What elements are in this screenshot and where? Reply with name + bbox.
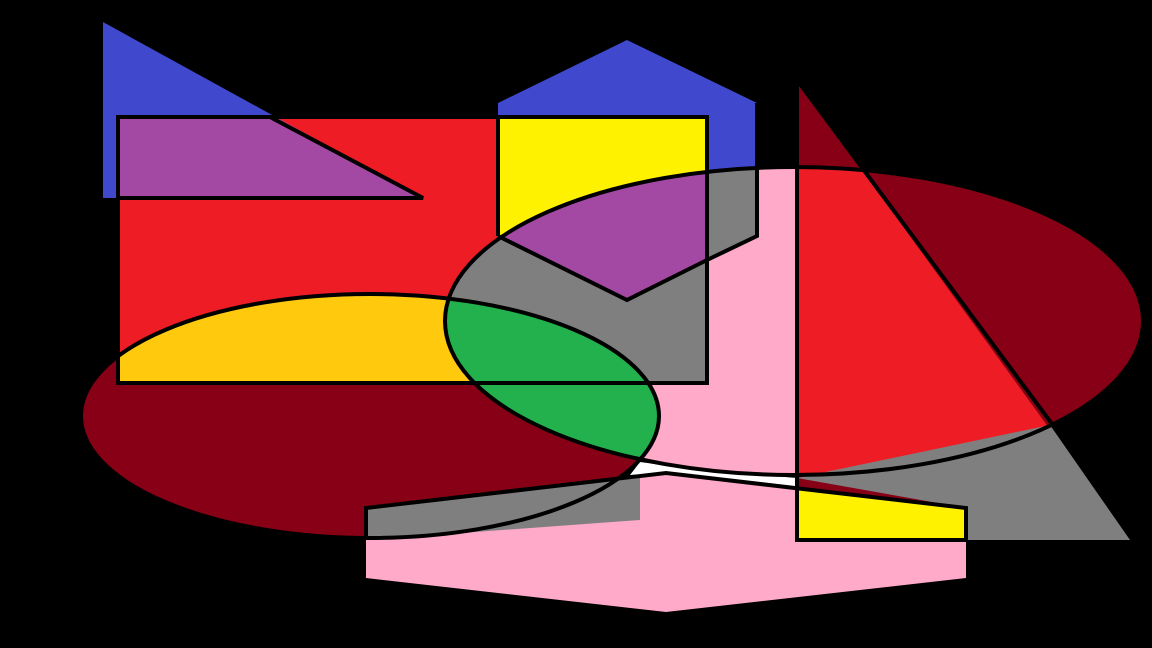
pentagon-right-outline — [706, 103, 759, 262]
triangle-outline — [795, 80, 966, 542]
left-ellipse-outline — [79, 292, 661, 540]
gray-triangle-base — [797, 425, 1130, 540]
triangle-hypotenuse — [795, 78, 1054, 426]
blue-triangle-outline — [118, 115, 424, 200]
big-ellipse-outline — [443, 165, 1145, 477]
red-rectangle-outline — [116, 115, 709, 385]
yellow-strip — [797, 488, 966, 540]
outlines — [79, 78, 1145, 542]
purple-overlap-triangle — [118, 117, 423, 198]
hexagon-top-outline — [364, 470, 968, 540]
gray-hex-top — [366, 478, 640, 540]
pentagon-outline — [497, 234, 708, 303]
